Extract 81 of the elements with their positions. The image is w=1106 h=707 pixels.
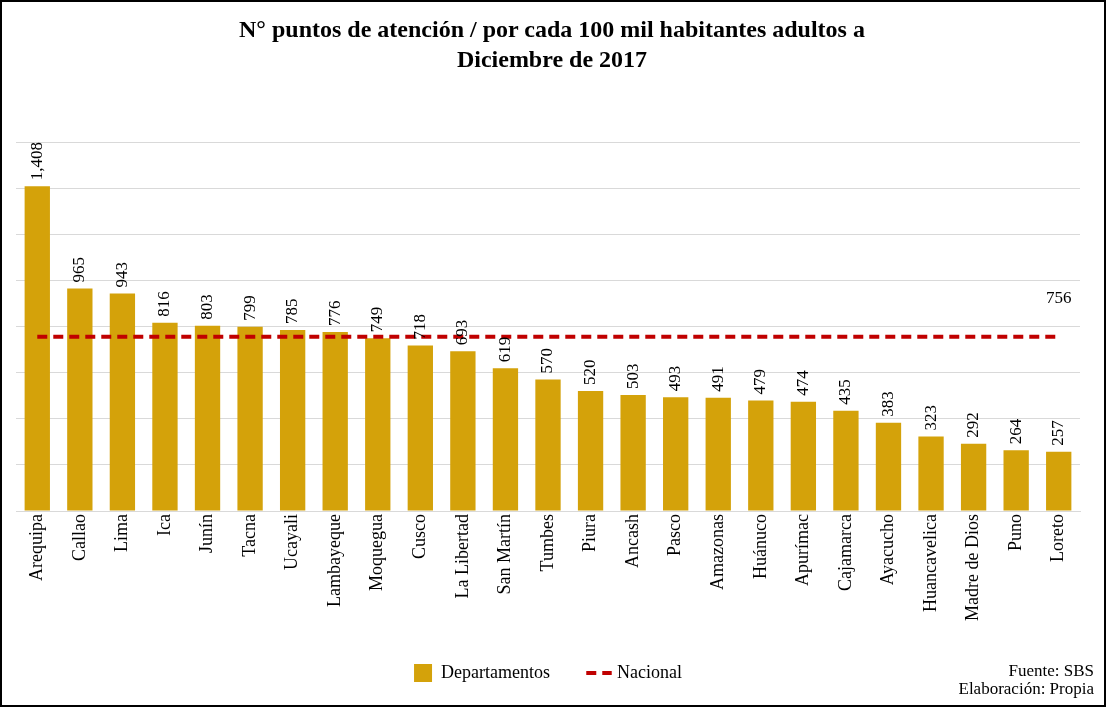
bar <box>535 379 561 511</box>
bar <box>365 338 391 511</box>
x-tick-label: Huancavelica <box>919 514 940 612</box>
x-tick-label: Piura <box>579 514 600 553</box>
data-label: 965 <box>69 256 89 283</box>
data-label: 756 <box>1045 287 1072 307</box>
x-tick-label: Apurímac <box>792 514 813 587</box>
legend-label: Departamentos <box>441 661 551 682</box>
data-label: 491 <box>707 366 727 392</box>
text: Elaboración: Propia <box>958 678 1095 698</box>
bar <box>450 351 476 511</box>
bar <box>960 443 987 511</box>
data-label: 749 <box>367 306 387 333</box>
data-label: 570 <box>537 348 557 374</box>
bar <box>237 326 263 511</box>
data-label: 799 <box>239 295 259 321</box>
data-label: 776 <box>324 300 344 327</box>
x-tick-label: Tacna <box>238 514 259 557</box>
bar <box>67 288 93 511</box>
x-tick-label: Ancash <box>621 514 642 569</box>
x-tick-label: Pasco <box>664 514 685 557</box>
data-label: 503 <box>622 363 642 390</box>
x-tick-label: Cusco <box>409 514 430 560</box>
legend-label: Nacional <box>616 661 682 682</box>
bar <box>875 422 902 511</box>
data-label: 1,408 <box>26 142 46 181</box>
bar <box>833 410 859 511</box>
bar <box>1046 451 1072 511</box>
bar <box>492 368 519 511</box>
data-label: 520 <box>580 359 600 386</box>
bar <box>663 397 689 511</box>
data-label: 435 <box>835 379 855 405</box>
data-label: 474 <box>792 369 812 396</box>
x-tick-label: Cajamarca <box>834 514 855 591</box>
x-tick-label: Amazonas <box>706 514 727 591</box>
x-tick-label: Ucayali <box>281 514 302 570</box>
data-label: 323 <box>920 405 940 431</box>
x-tick-label: Callao <box>68 514 89 562</box>
bar <box>577 391 604 511</box>
x-tick-label: Junín <box>196 514 217 554</box>
data-label: 785 <box>282 298 302 324</box>
bar <box>705 397 731 511</box>
data-label: 803 <box>196 294 216 320</box>
x-tick-label: Tumbes <box>536 514 557 572</box>
bar <box>918 436 944 511</box>
data-label: 493 <box>665 365 685 392</box>
data-label: 292 <box>963 412 983 438</box>
x-tick-label: Arequipa <box>26 514 47 582</box>
x-tick-label: Ayacucho <box>877 514 898 586</box>
source-note: Fuente: SBS <box>1008 660 1094 680</box>
x-tick-label: Lima <box>111 514 132 553</box>
data-label: 479 <box>750 369 770 395</box>
x-tick-label: Moquegua <box>366 514 387 592</box>
x-tick-label: Ica <box>153 514 174 537</box>
data-label: 619 <box>494 336 514 363</box>
x-tick-label: Madre de Dios <box>962 514 983 622</box>
data-label: 718 <box>409 313 429 340</box>
x-tick-label: Lambayeque <box>323 514 344 607</box>
bar <box>109 293 136 511</box>
data-label: 943 <box>111 262 131 288</box>
data-label: 816 <box>154 291 174 317</box>
data-label: 257 <box>1048 419 1068 446</box>
x-tick-label: Loreto <box>1047 514 1068 563</box>
data-label: 383 <box>877 391 897 417</box>
data-label: 693 <box>452 319 472 346</box>
bar <box>1003 450 1029 511</box>
bar <box>748 400 774 511</box>
bar <box>407 345 433 511</box>
bar <box>24 186 50 511</box>
x-tick-label: Huánuco <box>749 514 770 580</box>
x-tick-label: San Martín <box>494 514 515 595</box>
bar <box>790 401 817 511</box>
x-tick-label: La Libertad <box>451 514 472 599</box>
x-tick-label: Puno <box>1004 514 1025 552</box>
bar <box>152 322 178 511</box>
data-label: 264 <box>1005 418 1025 445</box>
bar <box>322 332 348 511</box>
chart-title: N° puntos de atención / por cada 100 mil habitantes adultos a Diciembre de 2017 <box>238 15 866 74</box>
bar <box>620 395 646 511</box>
bar <box>279 329 306 511</box>
bar <box>194 325 221 511</box>
